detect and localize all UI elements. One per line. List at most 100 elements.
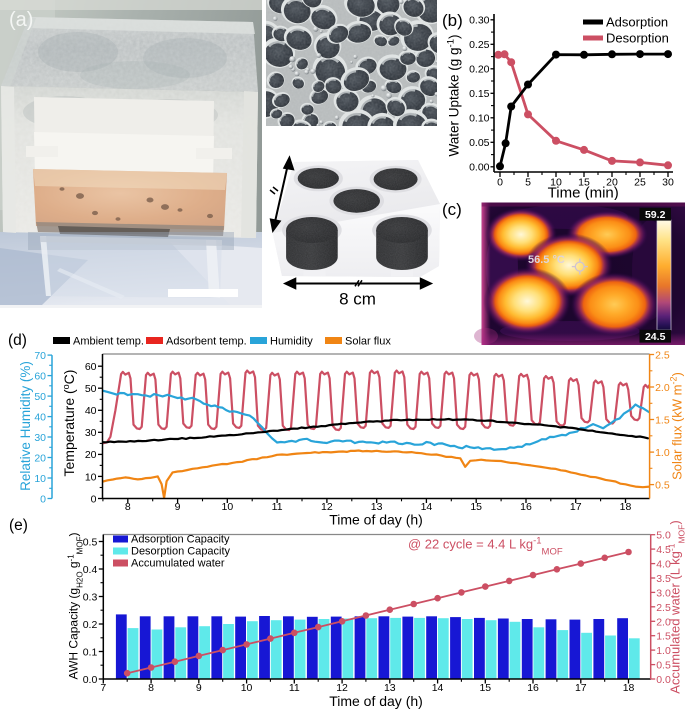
- svg-text:17: 17: [570, 501, 582, 513]
- svg-text:10: 10: [85, 471, 97, 483]
- svg-text:30: 30: [662, 177, 674, 189]
- svg-text:14: 14: [432, 682, 444, 694]
- svg-text:10: 10: [34, 473, 46, 485]
- svg-text:12: 12: [321, 501, 333, 513]
- svg-text:5.0: 5.0: [656, 530, 671, 542]
- svg-text:Time of day (h): Time of day (h): [329, 693, 423, 709]
- svg-text:13: 13: [384, 682, 396, 694]
- svg-text:0.4: 0.4: [83, 564, 98, 576]
- svg-text:3.5: 3.5: [656, 573, 671, 585]
- svg-text:25: 25: [634, 177, 646, 189]
- svg-text:Desorption Capacity: Desorption Capacity: [131, 546, 231, 558]
- svg-text:7: 7: [100, 682, 106, 694]
- svg-text:1.0: 1.0: [655, 447, 670, 459]
- svg-text:9: 9: [175, 501, 181, 513]
- svg-text:(c): (c): [442, 200, 462, 219]
- svg-text:0.05: 0.05: [469, 137, 490, 149]
- svg-text:(e): (e): [9, 517, 28, 534]
- svg-text:20: 20: [34, 452, 46, 464]
- svg-text:8 cm: 8 cm: [339, 290, 376, 309]
- svg-text:17: 17: [575, 682, 587, 694]
- svg-text:0.0: 0.0: [656, 674, 671, 686]
- svg-text:0.5: 0.5: [656, 660, 671, 672]
- svg-text:0.5: 0.5: [83, 536, 98, 548]
- svg-text:2.5: 2.5: [655, 350, 670, 362]
- svg-text:1.5: 1.5: [655, 415, 670, 427]
- svg-text:16: 16: [527, 682, 539, 694]
- svg-text:1.5: 1.5: [656, 631, 671, 643]
- svg-text:8: 8: [148, 682, 154, 694]
- svg-text:10: 10: [221, 501, 233, 513]
- svg-text:0.15: 0.15: [469, 88, 490, 100]
- svg-text:Time (min): Time (min): [548, 185, 619, 201]
- svg-text:Temperature (oC): Temperature (oC): [61, 370, 77, 477]
- svg-text:0.1: 0.1: [83, 646, 98, 658]
- svg-text:0.0: 0.0: [83, 674, 98, 686]
- svg-text:0.10: 0.10: [469, 113, 490, 125]
- svg-text:11: 11: [289, 682, 300, 694]
- svg-text:30: 30: [85, 427, 97, 439]
- svg-text:0.5: 0.5: [655, 480, 670, 492]
- svg-text:56.5 °C: 56.5 °C: [528, 254, 565, 266]
- svg-text:0.2: 0.2: [83, 619, 98, 631]
- svg-text:15: 15: [578, 177, 590, 189]
- svg-text:0.30: 0.30: [469, 15, 490, 27]
- svg-text:10: 10: [241, 682, 253, 694]
- svg-text:4.5: 4.5: [656, 544, 671, 556]
- svg-text:Time of day (h): Time of day (h): [329, 512, 423, 528]
- svg-text:10: 10: [550, 177, 562, 189]
- svg-text:59.2: 59.2: [645, 209, 666, 221]
- svg-text:0: 0: [40, 493, 46, 505]
- svg-text:50: 50: [34, 391, 46, 403]
- svg-text:(a): (a): [9, 9, 33, 31]
- svg-text:2.0: 2.0: [655, 382, 670, 394]
- svg-text:60: 60: [34, 370, 46, 382]
- svg-text:Ambient temp.: Ambient temp.: [73, 336, 144, 348]
- svg-text:0.20: 0.20: [469, 64, 490, 76]
- svg-text:2.0: 2.0: [656, 616, 671, 628]
- svg-text:4.0: 4.0: [656, 559, 671, 571]
- svg-text:13: 13: [371, 501, 383, 513]
- svg-text:Water Uptake (g g-1): Water Uptake (g g-1): [445, 35, 462, 157]
- svg-text:12: 12: [336, 682, 348, 694]
- svg-text:Accumulated water: Accumulated water: [131, 558, 225, 570]
- svg-text:5: 5: [525, 177, 531, 189]
- svg-text:20: 20: [606, 177, 618, 189]
- svg-text:AWH Capacity (gH2O g-1MOF): AWH Capacity (gH2O g-1MOF): [66, 533, 84, 680]
- svg-text:50: 50: [85, 383, 97, 395]
- svg-text:15: 15: [470, 501, 482, 513]
- svg-text:15: 15: [479, 682, 491, 694]
- svg-text:1.0: 1.0: [656, 645, 671, 657]
- svg-text:60: 60: [85, 361, 97, 373]
- svg-text:(d): (d): [8, 332, 27, 349]
- svg-text:70: 70: [34, 350, 46, 362]
- svg-text:Humidity: Humidity: [270, 336, 313, 348]
- svg-text:Solar flux: Solar flux: [345, 336, 391, 348]
- svg-text:24.5: 24.5: [645, 331, 666, 343]
- svg-text:(b): (b): [442, 11, 463, 30]
- svg-text:@ 22 cycle = 4.4 L kg-1MOF: @ 22 cycle = 4.4 L kg-1MOF: [408, 535, 563, 557]
- svg-text:18: 18: [620, 501, 632, 513]
- svg-text:0.3: 0.3: [83, 591, 98, 603]
- svg-text:Solar flux (kW m-2): Solar flux (kW m-2): [669, 372, 685, 480]
- svg-text:Accumulated water (L kg-1MOF): Accumulated water (L kg-1MOF): [667, 520, 685, 693]
- svg-text:Relative Humidity (%): Relative Humidity (%): [18, 361, 33, 491]
- svg-text:20: 20: [85, 449, 97, 461]
- svg-text:Adsorbent temp.: Adsorbent temp.: [166, 336, 247, 348]
- svg-text:Adsorption: Adsorption: [606, 15, 668, 30]
- svg-text:3.0: 3.0: [656, 587, 671, 599]
- svg-text:9: 9: [196, 682, 202, 694]
- svg-text:2.5: 2.5: [656, 602, 671, 614]
- svg-text:0: 0: [497, 177, 503, 189]
- svg-text:Adsorption Capacity: Adsorption Capacity: [131, 534, 230, 546]
- svg-text:0: 0: [91, 493, 97, 505]
- svg-text:Desorption: Desorption: [606, 31, 669, 46]
- svg-text:14: 14: [421, 501, 433, 513]
- svg-text:16: 16: [520, 501, 532, 513]
- svg-text:11: 11: [272, 501, 283, 513]
- svg-text:30: 30: [34, 432, 46, 444]
- svg-text:8: 8: [125, 501, 131, 513]
- svg-text:40: 40: [34, 411, 46, 423]
- svg-text:40: 40: [85, 405, 97, 417]
- svg-text:0.25: 0.25: [469, 39, 490, 51]
